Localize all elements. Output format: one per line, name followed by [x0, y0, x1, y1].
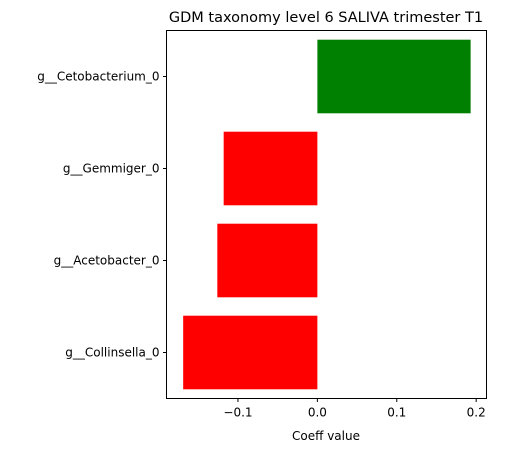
y-tick-label: g__Cetobacterium_0	[37, 70, 159, 84]
x-axis: −0.1 0.0 0.1 0.2	[223, 398, 486, 420]
x-tick-label: 0.1	[387, 406, 406, 420]
plot-frame	[166, 30, 487, 399]
x-tick-label: −0.1	[223, 406, 252, 420]
chart-title: GDM taxonomy level 6 SALIVA trimester T1	[169, 10, 483, 26]
x-axis-label: Coeff value	[292, 429, 360, 443]
bars-layer	[183, 39, 471, 390]
y-tick-label: g__Gemmiger_0	[63, 162, 160, 176]
bar-g-cetobacterium-0	[317, 39, 471, 114]
y-tick-label: g__Collinsella_0	[65, 346, 159, 360]
x-tick-label: 0.0	[308, 406, 327, 420]
x-tick-label: 0.2	[467, 406, 486, 420]
y-tick-label: g__Acetobacter_0	[54, 254, 160, 268]
bar-g-gemmiger-0	[223, 131, 318, 206]
bar-g-collinsella-0	[183, 315, 318, 390]
y-axis: g__Cetobacterium_0 g__Gemmiger_0 g__Acetob…	[37, 70, 167, 360]
bar-g-acetobacter-0	[217, 223, 318, 298]
